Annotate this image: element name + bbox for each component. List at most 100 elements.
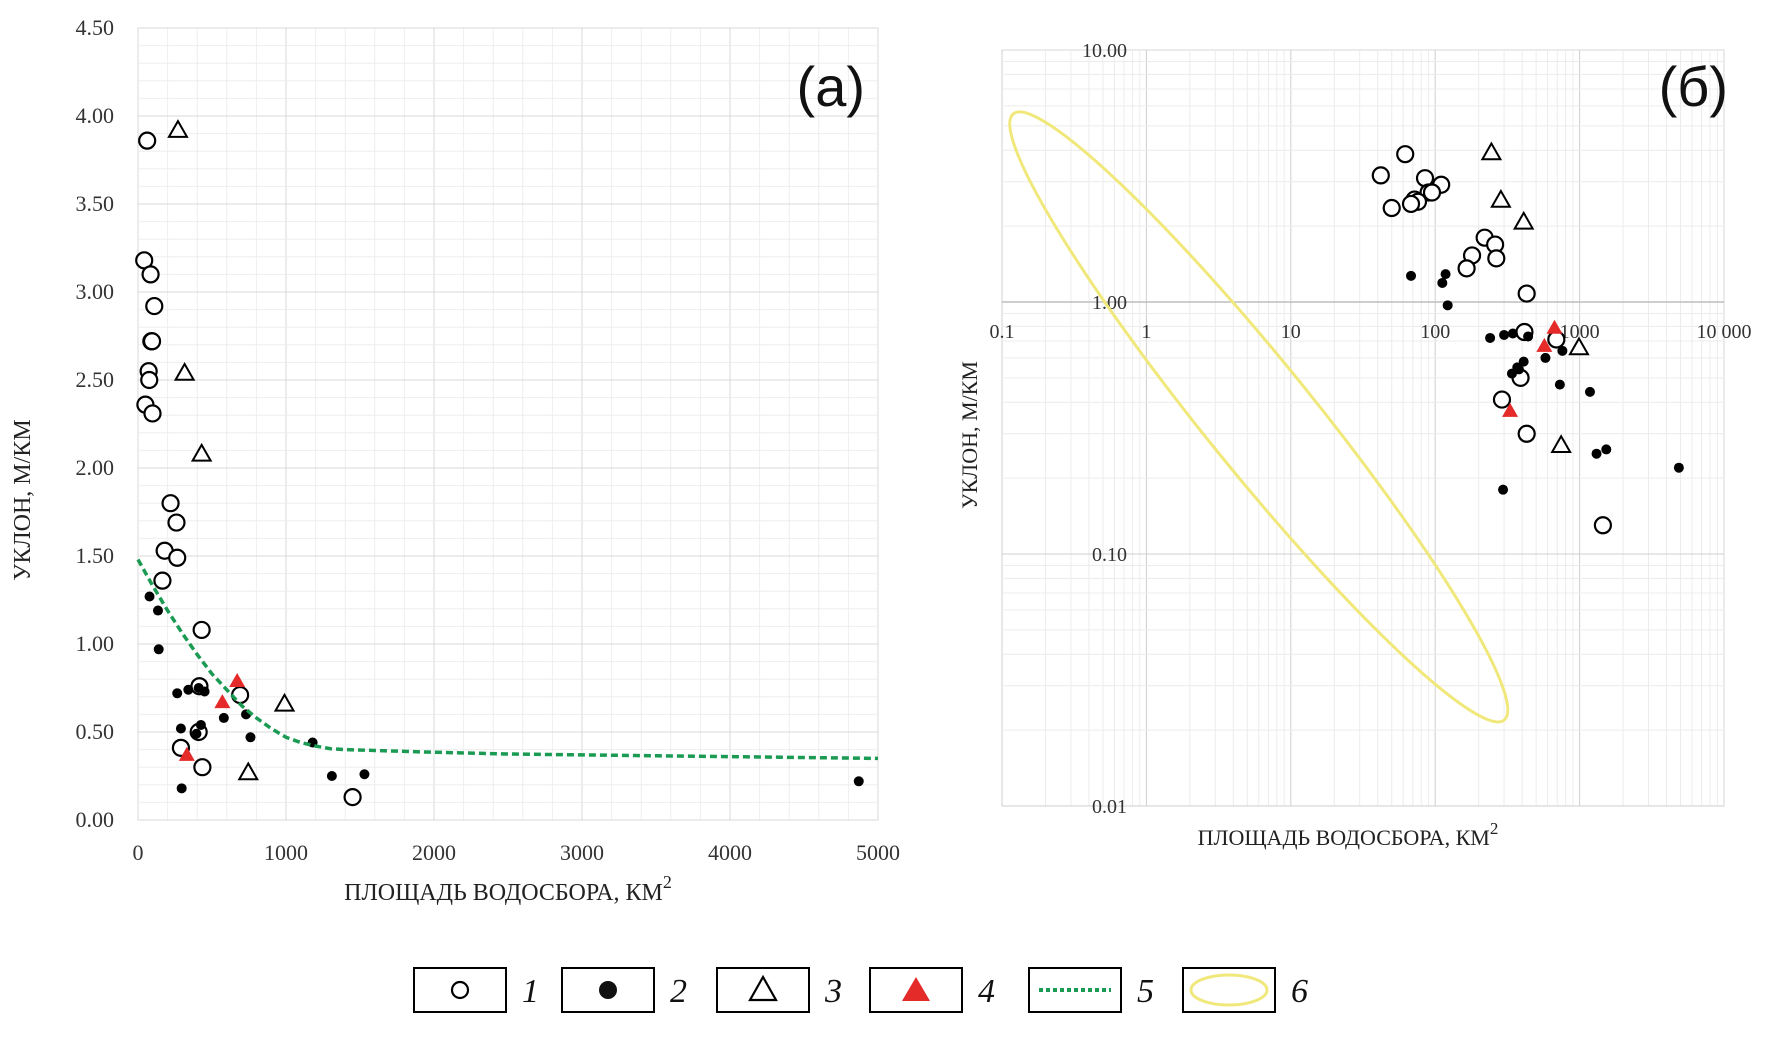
panel-a-series-1-point (143, 404, 162, 423)
panel-b-y-tick-label: 0.01 (1092, 796, 1127, 818)
panel-a-x-tick-label: 2000 (412, 840, 456, 865)
panel-b-series (1008, 110, 1684, 724)
panel-a-y-tick-label: 0.00 (76, 807, 115, 832)
legend-label: 6 (1291, 973, 1308, 1010)
panel-b-series-1-point (1517, 284, 1536, 303)
panel-a-series-1-point (192, 620, 211, 640)
panel-b-series-3-point (1568, 336, 1590, 356)
panel-a-y-tick-label: 0.50 (76, 719, 115, 744)
panel-a-series-2-point (153, 644, 164, 655)
panel-b-series-4-point (1502, 402, 1519, 417)
panel-a-x-tick-label: 3000 (560, 840, 604, 865)
panel-b-series-2-point (1557, 345, 1568, 356)
panel-b-series-1-point (1382, 198, 1401, 218)
panel-b-x-tick-label: 1 (1141, 321, 1151, 343)
panel-b-label: (б) (1659, 55, 1728, 118)
panel-a-series-3-point (167, 119, 189, 138)
panel-b-series-3-point (1512, 210, 1535, 230)
panel-a-series-2-point (195, 719, 206, 730)
panel-b-series-2-point (1584, 386, 1595, 397)
panel-b-series-2-point (1485, 332, 1496, 343)
legend-item-1: 1 (413, 967, 539, 1013)
panel-b-series-1-point (1401, 194, 1421, 214)
legend-item-3: 3 (716, 967, 842, 1013)
panel-b-y-tick-label: 10.00 (1082, 40, 1127, 62)
panel-b-series-2-point (1437, 277, 1448, 288)
panel-a-series-2-point (326, 771, 337, 781)
panel-b-series-2-point (1523, 331, 1534, 342)
panel-b-series-1-point (1371, 166, 1390, 185)
panel-a-series-2-point (175, 723, 186, 734)
panel-b-plot-area (1001, 49, 1725, 807)
panel-a-series-3-point (273, 692, 296, 712)
panel-a-series-2-point (144, 591, 155, 602)
panel-b-series-2-point (1540, 352, 1551, 363)
panel-b-series-2-point (1591, 448, 1602, 459)
panel-a-y-tick-label: 4.50 (76, 15, 115, 40)
panel-b-series-1-point (1422, 183, 1442, 202)
panel-a-series-1-point (167, 513, 186, 532)
panel-a-y-tick-label: 3.50 (76, 191, 115, 216)
panel-b-series-2-point (1406, 270, 1417, 281)
panel-a-series-1-point (231, 685, 250, 705)
legend-open-circle-marker (450, 980, 470, 1000)
panel-a-series-2-point (359, 769, 370, 780)
panel-b-series-1-point (1492, 390, 1512, 409)
panel-b-series-2-point (1507, 328, 1518, 339)
panel-a-label: (а) (797, 55, 865, 118)
panel-b-x-tick-label: 1000 (1560, 321, 1600, 343)
panel-b-series-1-point (1517, 424, 1536, 443)
panel-b-x-tick-label: 10 (1281, 321, 1301, 343)
legend-open-triangle-marker (748, 974, 778, 1002)
panel-a-grid (137, 27, 879, 821)
panel-a-x-tick-label: 4000 (708, 840, 752, 865)
panel-a-series-1-point (343, 788, 362, 807)
panel-b-x-tick-label: 100 (1420, 321, 1450, 343)
panel-b-series-1-point (1593, 516, 1613, 535)
panel-a-series-1-point (142, 332, 162, 351)
panel-a-series-2-point (172, 688, 183, 699)
panel-a-series-1-point (138, 131, 157, 150)
panel-b-series-2-point (1513, 364, 1524, 375)
panel-a-y-tick-label: 1.50 (76, 543, 115, 568)
panel-a-series-5-curve (136, 558, 879, 761)
panel-a-x-tick-label: 1000 (264, 840, 308, 865)
panel-b-series-2-point (1601, 444, 1612, 455)
panel-a-y-axis-title: УКЛОН, М/КМ (10, 419, 36, 580)
legend-item-6: 6 (1182, 967, 1308, 1013)
panel-a-series-2-point (191, 728, 202, 739)
panel-a-series-1-point (140, 370, 159, 390)
legend-label: 1 (522, 973, 539, 1010)
panel-a-y-tick-label: 2.50 (76, 367, 115, 392)
panel-a-series-3-point (190, 442, 213, 462)
panel-a-series-2-point (183, 684, 194, 695)
legend-label: 4 (978, 973, 995, 1010)
panel-a-tick-labels: 0 1000 2000 3000 4000 5000 0.00 0.50 1.00 1.50 2.0… (76, 15, 901, 865)
panel-b-series-4-point (1546, 319, 1563, 334)
panel-b-series-2-point (1499, 329, 1510, 340)
panel-b-series-2-point (1442, 300, 1453, 311)
panel-a-series-3-point (237, 761, 259, 781)
panel-b-series-3-point (1550, 434, 1572, 454)
panel-a-series-2-point (176, 783, 187, 794)
panel-a-series-4-point (214, 694, 231, 709)
panel-a-y-tick-label: 4.00 (76, 103, 115, 128)
legend-label: 5 (1137, 973, 1154, 1010)
panel-a-plot-area (137, 27, 879, 821)
legend-swatch-box (561, 967, 655, 1013)
legend-item-5: 5 (1028, 967, 1154, 1013)
panel-b-series-2-point (1554, 379, 1565, 390)
panel-a-series (135, 119, 879, 807)
panel-a-series-2-point (245, 732, 256, 743)
panel-b-y-tick-label: 0.10 (1092, 544, 1127, 566)
panel-b-series-1-point (1396, 145, 1415, 164)
panel-b-series-1-point (1547, 330, 1566, 349)
panel-a-series-4-point (229, 672, 246, 687)
panel-a-series-4-point (178, 746, 195, 761)
panel-a-series-2-point (218, 712, 229, 723)
legend-label: 3 (824, 973, 842, 1010)
panel-a-x-tick-label: 5000 (856, 840, 900, 865)
panel-a-x-axis-title: ПЛОЩАДЬ ВОДОСБОРА, КМ2 (344, 872, 672, 906)
